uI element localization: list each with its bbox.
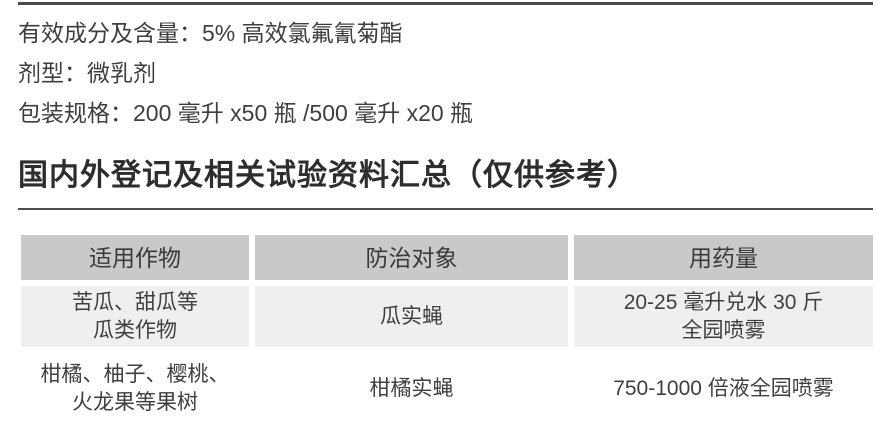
dosage-line: 20-25 毫升兑水 30 斤 (623, 290, 824, 314)
top-divider (18, 2, 873, 5)
table-header-dosage: 用药量 (574, 235, 873, 280)
table-cell-crop-row2: 柑橘、柚子、樱桃、 火龙果等果树 (21, 353, 249, 425)
formulation-line: 剂型：微乳剂 (18, 60, 156, 86)
table-header-crop: 适用作物 (21, 235, 249, 280)
registration-table: 适用作物 防治对象 用药量 苦瓜、甜瓜等 瓜类作物 瓜实蝇 20-25 毫升兑水… (21, 235, 873, 425)
crop-line: 瓜类作物 (93, 318, 177, 342)
table-cell-target-row2: 柑橘实蝇 (255, 353, 568, 425)
heading-divider (18, 208, 873, 210)
table-header-dosage-label: 用药量 (689, 244, 758, 271)
table-cell-dosage-row1: 20-25 毫升兑水 30 斤 全园喷雾 (574, 286, 873, 347)
table-cell-target-row1: 瓜实蝇 (255, 286, 568, 347)
active-ingredient-line: 有效成分及含量：5% 高效氯氟氰菊酯 (18, 20, 403, 46)
table-header-target: 防治对象 (255, 235, 568, 280)
crop-line: 苦瓜、甜瓜等 (72, 290, 198, 314)
target-line: 瓜实蝇 (380, 304, 443, 328)
table-cell-dosage-row2: 750-1000 倍液全园喷雾 (574, 353, 873, 425)
crop-line: 柑橘、柚子、樱桃、 (40, 363, 230, 386)
table-header-target-label: 防治对象 (365, 244, 458, 271)
target-line: 柑橘实蝇 (369, 377, 454, 400)
dosage-line: 全园喷雾 (681, 318, 766, 342)
crop-line: 火龙果等果树 (72, 391, 198, 414)
dosage-line: 750-1000 倍液全园喷雾 (613, 377, 834, 400)
section-heading: 国内外登记及相关试验资料汇总（仅供参考） (18, 159, 638, 192)
packaging-spec-line: 包装规格：200 毫升 x50 瓶 /500 毫升 x20 瓶 (18, 100, 474, 126)
product-info-block: 有效成分及含量：5% 高效氯氟氰菊酯 剂型：微乳剂 包装规格：200 毫升 x5… (18, 13, 473, 133)
table-cell-crop-row1: 苦瓜、甜瓜等 瓜类作物 (21, 286, 249, 347)
table-header-crop-label: 适用作物 (89, 244, 181, 271)
